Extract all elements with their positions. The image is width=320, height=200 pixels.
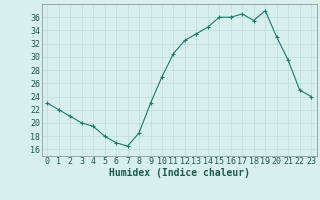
X-axis label: Humidex (Indice chaleur): Humidex (Indice chaleur) bbox=[109, 168, 250, 178]
